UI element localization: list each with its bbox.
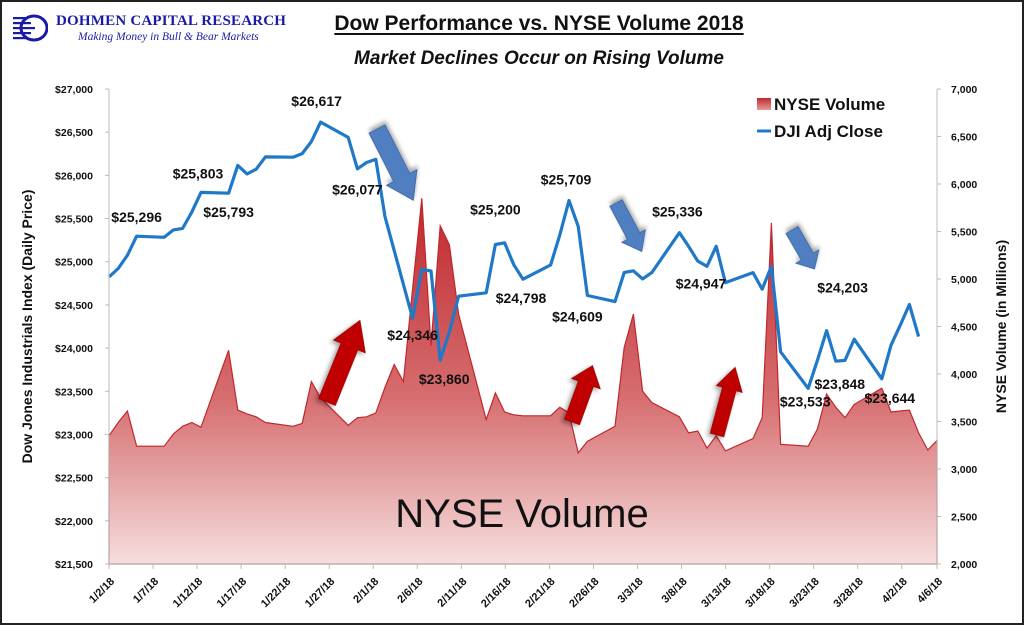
right-tick-label: 5,500 [951,227,977,239]
left-tick-label: $26,500 [55,127,93,139]
right-tick-label: 4,000 [951,369,977,381]
left-tick-label: $25,000 [55,257,93,269]
logo: DOHMEN CAPITAL RESEARCH Making Money in … [10,12,286,44]
x-tick-label: 3/3/18 [616,576,646,606]
down-arrow-icon [609,199,646,253]
x-tick-label: 1/12/18 [171,576,205,610]
data-label: $25,793 [203,204,254,220]
logo-globe-icon [13,14,48,42]
left-tick-label: $26,000 [55,170,93,182]
data-label: $26,617 [291,93,342,109]
right-tick-label: 2,500 [951,512,977,524]
data-label: $23,644 [864,390,915,406]
data-label: $23,533 [780,393,831,409]
x-tick-label: 3/28/18 [831,576,865,610]
data-label: $24,798 [496,290,547,306]
x-tick-label: 2/1/18 [351,576,381,606]
right-tick-label: 5,000 [951,274,977,286]
right-tick-label: 3,500 [951,417,977,429]
left-tick-label: $23,000 [55,429,93,441]
data-label: $25,296 [111,209,162,225]
x-tick-label: 2/16/18 [479,576,513,610]
data-label: $24,947 [676,275,727,291]
x-tick-label: 1/2/18 [87,576,117,606]
x-tick-label: 2/6/18 [395,576,425,606]
logo-name: DOHMEN CAPITAL RESEARCH [56,13,287,29]
data-label: $24,203 [817,280,868,296]
left-tick-label: $25,500 [55,214,93,226]
left-tick-label: $24,500 [55,300,93,312]
dji-line [107,120,921,390]
data-label: $25,803 [173,165,224,181]
x-tick-label: 1/7/18 [131,576,161,606]
left-axis-title: Dow Jones Industrials Index (Daily Price… [19,190,35,464]
x-tick-label: 2/11/18 [435,576,469,610]
x-tick-label: 4/2/18 [880,576,910,606]
up-arrow-icon [318,319,366,406]
x-tick-label: 3/13/18 [699,576,733,610]
right-tick-label: 4,500 [951,322,977,334]
right-tick-label: 6,500 [951,132,977,144]
left-tick-label: $27,000 [55,84,93,96]
legend-label-dji: DJI Adj Close [774,122,883,141]
left-tick-label: $24,000 [55,343,93,355]
chart-title: Dow Performance vs. NYSE Volume 2018 [334,12,744,35]
logo-tagline: Making Money in Bull & Bear Markets [78,31,259,43]
x-tick-label: 3/23/18 [787,576,821,610]
legend-label-volume: NYSE Volume [774,95,885,114]
down-arrow-icon [368,124,418,201]
x-tick-label: 1/17/18 [215,576,249,610]
data-label: $23,848 [814,376,865,392]
volume-overlay-text: NYSE Volume [395,492,648,536]
down-arrow-icon [785,225,820,270]
data-label: $25,200 [470,201,521,217]
right-tick-label: 7,000 [951,84,977,96]
data-label: $26,077 [332,182,383,198]
left-tick-label: $22,000 [55,516,93,528]
chart-subtitle: Market Declines Occur on Rising Volume [354,48,724,69]
legend: NYSE Volume DJI Adj Close [757,95,885,141]
x-tick-label: 1/27/18 [303,576,337,610]
x-tick-label: 2/26/18 [567,576,601,610]
right-tick-label: 3,000 [951,464,977,476]
data-label: $23,860 [419,371,470,387]
x-tick-label: 4/6/18 [915,576,945,606]
data-label: $24,609 [552,308,603,324]
x-tick-label: 1/22/18 [259,576,293,610]
volume-area [108,198,938,565]
left-tick-label: $22,500 [55,473,93,485]
x-tick-label: 3/18/18 [743,576,777,610]
data-label: $25,709 [541,171,592,187]
data-label: $24,346 [387,327,438,343]
left-tick-label: $21,500 [55,559,93,571]
x-tick-label: 3/8/18 [660,576,690,606]
right-tick-label: 6,000 [951,179,977,191]
data-label: $25,336 [652,204,703,220]
right-tick-label: 2,000 [951,559,977,571]
right-axis-title: NYSE Volume (in Millions) [993,240,1009,413]
up-arrow-icon [709,366,743,438]
up-arrow-icon [563,365,601,426]
x-tick-label: 2/21/18 [523,576,557,610]
legend-swatch-volume [757,98,771,110]
left-tick-label: $23,500 [55,386,93,398]
